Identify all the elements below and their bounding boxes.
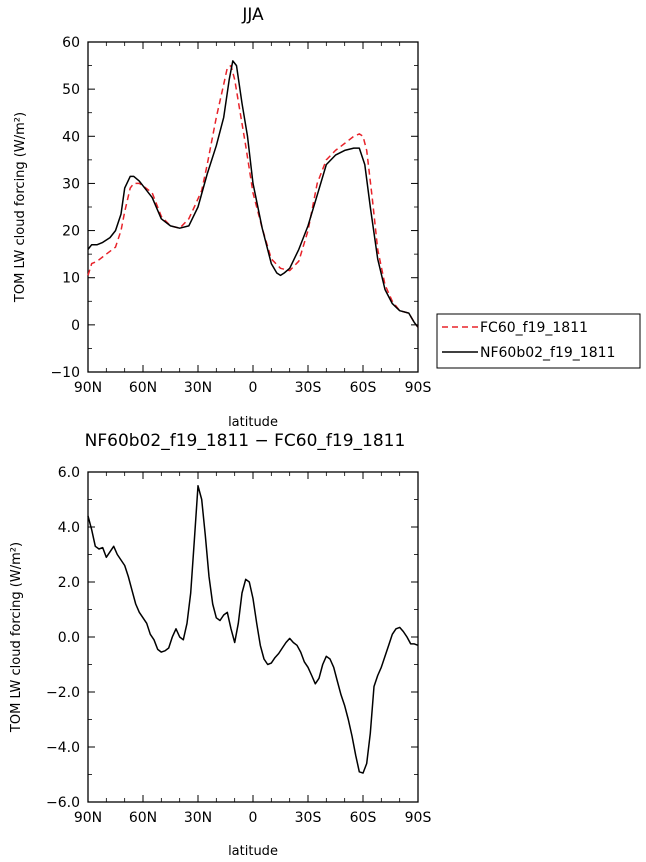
legend-label-nf60b02: NF60b02_f19_1811 [480,345,615,361]
top-series [87,60,419,328]
legend: FC60_f19_1811 NF60b02_f19_1811 [436,313,641,369]
bottom-x-tick-label: 60S [350,810,377,826]
top-x-tick-label: 0 [249,380,258,396]
top-y-tick-label: 10 [62,271,80,287]
top-ticks: 90N 60N 30N 0 30S 60S 90S 60 50 40 30 20 10 0 −10 [50,35,431,396]
top-y-axis-label: TOM LW cloud forcing (W/m²) [13,112,28,303]
top-series-line-nf60b02-f19-1811 [87,60,419,328]
top-y-tick-label: 50 [62,82,80,98]
top-y-tick-label: 0 [71,318,80,334]
bottom-x-tick-label: 90S [405,810,432,826]
bottom-y-tick-label: 4.0 [58,520,80,536]
bottom-y-tick-label: 6.0 [58,465,80,481]
bottom-x-axis-label: latitude [228,844,278,859]
bottom-series-line-difference [87,485,419,774]
top-y-tick-label: 30 [62,176,80,192]
top-y-tick-label: −10 [50,365,80,381]
top-x-tick-label: 60N [129,380,157,396]
bottom-x-tick-label: 30S [295,810,322,826]
top-series-line-fc60-f19-1811 [87,64,419,328]
top-y-tick-label: 40 [62,129,80,145]
top-plot-frame [87,41,419,373]
bottom-series [87,485,419,774]
bottom-y-tick-label: 2.0 [58,575,80,591]
top-x-tick-label: 30S [295,380,322,396]
top-x-tick-label: 30N [184,380,212,396]
top-y-tick-label: 60 [62,35,80,51]
bottom-y-tick-label: −6.0 [46,795,80,811]
bottom-panel: NF60b02_f19_1811 − FC60_f19_1811 90N 60N 3… [9,431,431,859]
bottom-y-tick-label: −4.0 [46,740,80,756]
bottom-x-tick-label: 90N [74,810,102,826]
bottom-chart-title: NF60b02_f19_1811 − FC60_f19_1811 [85,431,406,451]
bottom-y-tick-label: −2.0 [46,685,80,701]
top-chart-title: JJA [241,5,264,25]
top-x-tick-label: 60S [350,380,377,396]
bottom-y-tick-label: 0.0 [58,630,80,646]
legend-box [436,313,641,369]
bottom-x-tick-label: 30N [184,810,212,826]
bottom-x-tick-label: 60N [129,810,157,826]
bottom-ticks: 90N 60N 30N 0 30S 60S 90S 6.0 4.0 2.0 0.0 −2.0 −4.0 −… [46,465,431,826]
legend-label-fc60: FC60_f19_1811 [480,320,588,336]
top-x-axis-label: latitude [228,415,278,430]
top-x-tick-label: 90N [74,380,102,396]
bottom-x-tick-label: 0 [249,810,258,826]
top-x-tick-label: 90S [405,380,432,396]
top-panel: JJA 90N 60N 30N 0 30S 60S 90S6050403020100−10 … [13,5,431,430]
bottom-y-axis-label: TOM LW cloud forcing (W/m²) [9,542,24,733]
top-y-tick-label: 20 [62,224,80,240]
